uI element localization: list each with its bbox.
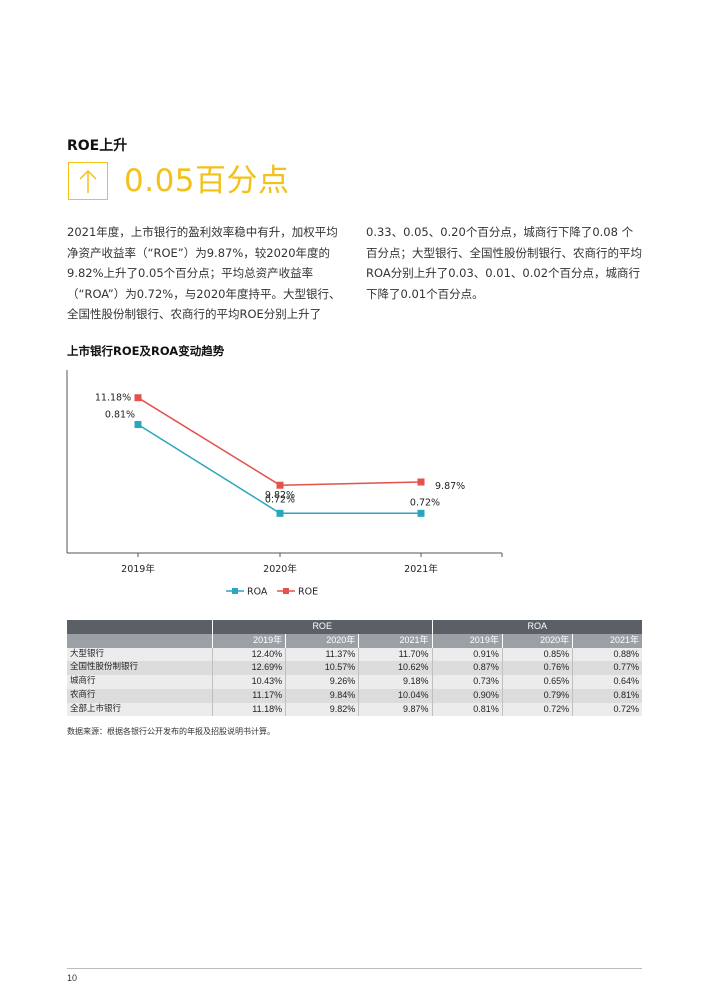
- table-row-label: 大型银行: [67, 647, 213, 662]
- table-year-header: 2021年: [358, 634, 433, 648]
- table-year-header: 2021年: [572, 634, 642, 648]
- data-label-roe: 11.18%: [95, 393, 131, 404]
- x-tick-label: 2020年: [263, 563, 297, 575]
- table-cell: 12.69%: [211, 661, 286, 676]
- table-cell: 0.65%: [501, 675, 573, 689]
- table-cell: 10.57%: [285, 661, 359, 676]
- line-chart: 2019年 2020年 2021年 0.81% 0.72% 0.72% 11.18% 9.82…: [66, 370, 503, 598]
- body-paragraph-right: 0.33、0.05、0.20个百分点，城商行下降了0.08 个百分点；大型银行、…: [366, 225, 642, 301]
- table-cell: 12.40%: [211, 647, 286, 662]
- table-cell: 11.17%: [211, 688, 286, 703]
- table-row: 大型银行 12.40% 11.37% 11.70% 0.91% 0.85% 0.88%: [67, 647, 642, 662]
- source-note: 数据来源：根据各银行公开发布的年报及招股说明书计算。: [67, 727, 275, 736]
- x-tick-label: 2021年: [404, 563, 438, 575]
- table-cell: 0.72%: [572, 702, 642, 717]
- table-cell: 0.73%: [431, 675, 503, 689]
- table-cell: 0.79%: [501, 688, 573, 703]
- data-table: ROE ROA 2019年 2020年 2021年 2019年 2020年 20…: [67, 620, 642, 717]
- headline-number: 0.05百分点: [124, 163, 290, 199]
- table-row: 全国性股份制银行 12.69% 10.57% 10.62% 0.87% 0.76% 0.77…: [67, 661, 642, 676]
- section-title: ROE上升: [67, 138, 128, 154]
- legend-label-roe: ROE: [298, 587, 318, 598]
- data-point-roe: [276, 481, 284, 489]
- table-cell: 9.87%: [358, 702, 433, 717]
- data-point-roe: [134, 394, 142, 402]
- data-point-roa: [276, 509, 284, 517]
- table-corner: [67, 620, 213, 634]
- table-row: 农商行 11.17% 9.84% 10.04% 0.90% 0.79% 0.81%: [67, 688, 642, 703]
- table-cell: 0.85%: [501, 647, 573, 662]
- data-label-roa: 0.72%: [410, 497, 440, 508]
- table-group-header-roa: ROA: [431, 620, 642, 634]
- table-group-header-roe: ROE: [211, 620, 433, 634]
- table-cell: 0.76%: [501, 661, 573, 676]
- data-label-roe: 9.87%: [435, 481, 465, 492]
- table-cell: 9.84%: [285, 688, 359, 703]
- table-cell: 9.82%: [285, 702, 359, 717]
- table-row: 全部上市银行 11.18% 9.82% 9.87% 0.81% 0.72% 0.72%: [67, 702, 642, 717]
- table-row: 城商行 10.43% 9.26% 9.18% 0.73% 0.65% 0.64%: [67, 675, 642, 689]
- table-cell: 10.62%: [358, 661, 433, 676]
- page-number: 10: [67, 973, 78, 983]
- table-cell: 11.37%: [285, 647, 359, 662]
- data-point-roa: [134, 421, 142, 429]
- table-cell: 0.72%: [501, 702, 573, 717]
- data-label-roa: 0.72%: [265, 494, 295, 505]
- series-line-roe: [137, 397, 422, 486]
- table-year-header: 2020年: [285, 634, 359, 648]
- chart-title: 上市银行ROE及ROA变动趋势: [67, 344, 225, 358]
- table-row-label: 全国性股份制银行: [67, 661, 213, 676]
- up-arrow-box: [68, 162, 108, 200]
- legend-marker-roa: [232, 588, 238, 594]
- data-label-roe: 9.82%: [265, 490, 295, 501]
- data-point-roa: [417, 509, 425, 517]
- table-cell: 9.26%: [285, 675, 359, 689]
- up-arrow-icon: [79, 169, 97, 193]
- data-point-roe: [417, 478, 425, 486]
- table-cell: 10.04%: [358, 688, 433, 703]
- legend-marker-roe: [283, 588, 289, 594]
- table-year-header: 2019年: [431, 634, 503, 648]
- table-cell: 11.70%: [358, 647, 433, 662]
- table-cell: 10.43%: [211, 675, 286, 689]
- table-row-label: 城商行: [67, 675, 213, 689]
- table-cell: 0.77%: [572, 661, 642, 676]
- table-year-header: 2019年: [211, 634, 286, 648]
- x-tick-label: 2019年: [121, 563, 155, 575]
- table-cell: 0.81%: [572, 688, 642, 703]
- table-cell: 0.91%: [431, 647, 503, 662]
- table-corner: [67, 634, 213, 648]
- footer-divider: [67, 968, 642, 969]
- body-paragraph-left: 2021年度，上市银行的盈利效率稳中有升，加权平均净资产收益率（“ROE”）为9…: [67, 225, 341, 321]
- table-cell: 9.18%: [358, 675, 433, 689]
- table-year-header: 2020年: [501, 634, 573, 648]
- table-cell: 0.88%: [572, 647, 642, 662]
- table-row-label: 全部上市银行: [67, 702, 213, 717]
- table-cell: 0.64%: [572, 675, 642, 689]
- legend-label-roa: ROA: [247, 587, 268, 598]
- table-cell: 0.87%: [431, 661, 503, 676]
- table-cell: 0.90%: [431, 688, 503, 703]
- data-label-roa: 0.81%: [105, 410, 135, 421]
- table-row-label: 农商行: [67, 688, 213, 703]
- table-cell: 11.18%: [211, 702, 286, 717]
- table-cell: 0.81%: [431, 702, 503, 717]
